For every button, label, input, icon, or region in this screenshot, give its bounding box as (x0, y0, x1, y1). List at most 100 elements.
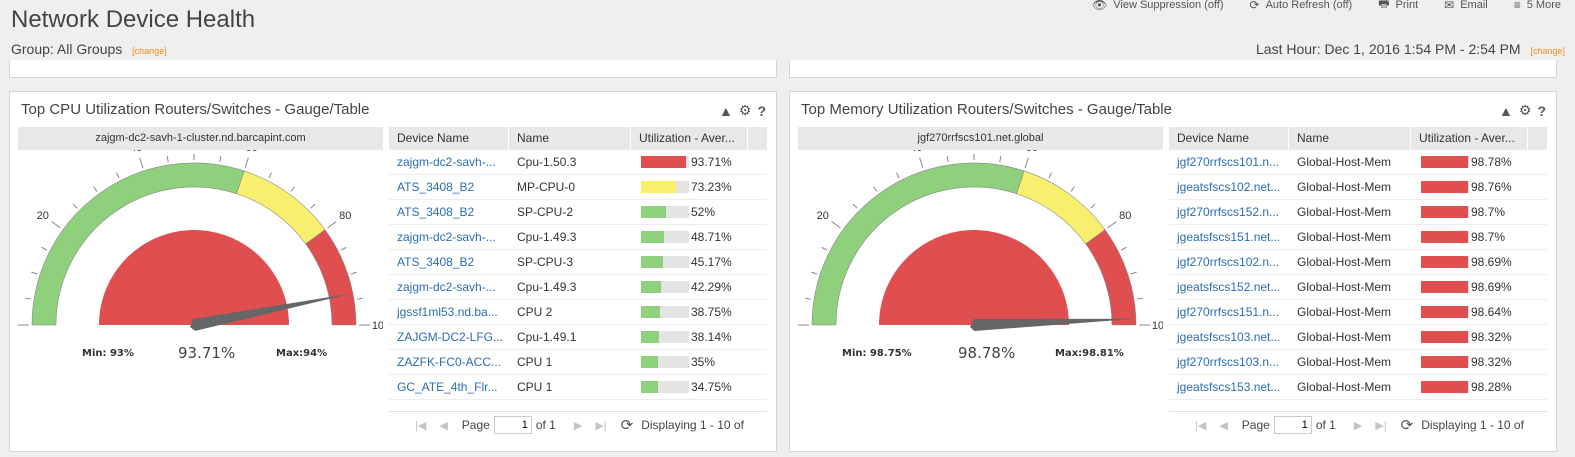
device-link[interactable]: jgeatsfscs103.net... (1169, 325, 1289, 349)
device-link[interactable]: jgeatsfscs152.net... (1169, 275, 1289, 299)
table-row[interactable]: jgf270rrfscs102.n... Global-Host-Mem 98.69… (1169, 250, 1547, 275)
table-row[interactable]: jgf270rrfscs151.n... Global-Host-Mem 98.64… (1169, 300, 1547, 325)
device-name[interactable]: jgssf1ml53.nd.ba... (397, 305, 498, 319)
table-row[interactable]: zajgm-dc2-savh-... Cpu-1.49.3 48.71% (389, 225, 767, 250)
table-header: Device Name Name Utilization - Aver... (389, 127, 767, 150)
device-name[interactable]: jgeatsfscs151.net... (1177, 230, 1281, 244)
gear-icon[interactable]: ⚙ (1518, 102, 1532, 118)
device-link[interactable]: jgf270rrfscs151.n... (1169, 300, 1289, 324)
device-link[interactable]: jgeatsfscs102.net... (1169, 175, 1289, 199)
email-button[interactable]: ✉ Email (1444, 0, 1488, 15)
view-suppression-label: View Suppression (off) (1113, 0, 1224, 11)
table-row[interactable]: ATS_3408_B2 SP-CPU-3 45.17% (389, 250, 767, 275)
device-name[interactable]: jgeatsfscs153.net... (1177, 380, 1281, 394)
device-link[interactable]: jgeatsfscs151.net... (1169, 225, 1289, 249)
table-row[interactable]: jgeatsfscs153.net... Global-Host-Mem 98.28… (1169, 375, 1547, 400)
table-row[interactable]: jgeatsfscs152.net... Global-Host-Mem 98.69… (1169, 275, 1547, 300)
device-link[interactable]: jgf270rrfscs102.n... (1169, 250, 1289, 274)
page-input[interactable] (1273, 416, 1312, 434)
device-name[interactable]: ZAJGM-DC2-LFG... (397, 330, 504, 344)
help-icon[interactable]: ? (757, 102, 766, 119)
column-header-name[interactable]: Name (509, 127, 631, 150)
prev-page-icon[interactable]: ◀ (1219, 419, 1228, 432)
device-link[interactable]: ATS_3408_B2 (389, 175, 509, 199)
table-row[interactable]: ATS_3408_B2 MP-CPU-0 73.23% (389, 175, 767, 200)
device-name[interactable]: jgf270rrfscs103.n... (1177, 355, 1280, 369)
device-link[interactable]: zajgm-dc2-savh-... (389, 275, 509, 299)
device-name[interactable]: ATS_3408_B2 (397, 205, 475, 219)
device-link[interactable]: ATS_3408_B2 (389, 200, 509, 224)
table-row[interactable]: zajgm-dc2-savh-... Cpu-1.49.3 42.29% (389, 275, 767, 300)
device-name[interactable]: jgf270rrfscs102.n... (1177, 255, 1280, 269)
device-name[interactable]: zajgm-dc2-savh-... (397, 280, 496, 294)
device-name[interactable]: zajgm-dc2-savh-... (397, 155, 496, 169)
table-row[interactable]: zajgm-dc2-savh-... Cpu-1.50.3 93.71% (389, 150, 767, 175)
prev-page-icon[interactable]: ◀ (439, 419, 448, 432)
print-button[interactable]: 🖶 Print (1378, 0, 1418, 15)
device-name[interactable]: ZAZFK-FC0-ACC... (397, 355, 501, 369)
column-header-utilization[interactable]: Utilization - Aver... (631, 127, 748, 150)
refresh-icon[interactable]: ⟳ (1400, 417, 1414, 434)
device-link[interactable]: jgf270rrfscs152.n... (1169, 200, 1289, 224)
utilization-value: 38.14% (691, 330, 732, 344)
device-link[interactable]: ZAJGM-DC2-LFG... (389, 325, 509, 349)
group-change-link[interactable]: [change] (132, 46, 167, 56)
table-row[interactable]: jgeatsfscs103.net... Global-Host-Mem 98.32… (1169, 325, 1547, 350)
device-name[interactable]: jgeatsfscs102.net... (1177, 180, 1281, 194)
auto-refresh-button[interactable]: ⟳ Auto Refresh (off) (1250, 0, 1353, 15)
table-row[interactable]: jgeatsfscs151.net... Global-Host-Mem 98.7% (1169, 225, 1547, 250)
device-link[interactable]: jgf270rrfscs103.n... (1169, 350, 1289, 374)
table-row[interactable]: ATS_3408_B2 SP-CPU-2 52% (389, 200, 767, 225)
column-header-name[interactable]: Name (1289, 127, 1411, 150)
gauge-min: Min: 93% (82, 348, 134, 359)
column-header-device[interactable]: Device Name (1169, 127, 1289, 150)
first-page-icon[interactable]: |◀ (415, 419, 427, 432)
device-link[interactable]: zajgm-dc2-savh-... (389, 225, 509, 249)
table-row[interactable]: jgf270rrfscs152.n... Global-Host-Mem 98.7% (1169, 200, 1547, 225)
last-page-icon[interactable]: ▶| (595, 419, 607, 432)
device-link[interactable]: jgssf1ml53.nd.ba... (389, 300, 509, 324)
device-name[interactable]: jgf270rrfscs101.n... (1177, 155, 1280, 169)
more-button[interactable]: ≡ 5 More (1514, 0, 1561, 15)
device-name[interactable]: jgeatsfscs103.net... (1177, 330, 1281, 344)
help-icon[interactable]: ? (1537, 102, 1546, 119)
page-input[interactable] (493, 416, 532, 434)
time-change-link[interactable]: [change] (1530, 46, 1565, 56)
device-link[interactable]: jgeatsfscs153.net... (1169, 375, 1289, 399)
table-row[interactable]: jgf270rrfscs103.n... Global-Host-Mem 98.32… (1169, 350, 1547, 375)
view-suppression-button[interactable]: 👁 View Suppression (off) (1092, 0, 1224, 15)
utilization-cell: 38.75% (631, 300, 748, 324)
column-header-utilization[interactable]: Utilization - Aver... (1411, 127, 1528, 150)
table-row[interactable]: jgf270rrfscs101.n... Global-Host-Mem 98.78… (1169, 150, 1547, 175)
last-page-icon[interactable]: ▶| (1375, 419, 1387, 432)
device-name[interactable]: ATS_3408_B2 (397, 255, 475, 269)
device-link[interactable]: ATS_3408_B2 (389, 250, 509, 274)
table-row[interactable]: ZAZFK-FC0-ACC... CPU 1 35% (389, 350, 767, 375)
device-name[interactable]: jgf270rrfscs152.n... (1177, 205, 1280, 219)
table-row[interactable]: ZAJGM-DC2-LFG... Cpu-1.49.1 38.14% (389, 325, 767, 350)
collapse-icon[interactable]: ▲ (1499, 102, 1513, 119)
collapse-icon[interactable]: ▲ (719, 102, 733, 119)
device-name[interactable]: zajgm-dc2-savh-... (397, 230, 496, 244)
device-link[interactable]: zajgm-dc2-savh-... (389, 150, 509, 174)
table-row[interactable]: jgssf1ml53.nd.ba... CPU 2 38.75% (389, 300, 767, 325)
utilization-value: 34.75% (691, 380, 732, 394)
device-name[interactable]: jgeatsfscs152.net... (1177, 280, 1281, 294)
next-page-icon[interactable]: ▶ (1353, 419, 1363, 432)
table-row[interactable]: jgeatsfscs102.net... Global-Host-Mem 98.76… (1169, 175, 1547, 200)
device-name[interactable]: jgf270rrfscs151.n... (1177, 305, 1280, 319)
utilization-bar-fill (641, 281, 662, 293)
utilization-value: 93.71% (691, 155, 732, 169)
device-link[interactable]: ZAZFK-FC0-ACC... (389, 350, 509, 374)
gear-icon[interactable]: ⚙ (738, 102, 752, 118)
device-name[interactable]: GC_ATE_4th_Flr... (397, 380, 498, 394)
utilization-cell: 73.23% (631, 175, 748, 199)
refresh-icon[interactable]: ⟳ (620, 417, 634, 434)
device-link[interactable]: GC_ATE_4th_Flr... (389, 375, 509, 399)
table-row[interactable]: GC_ATE_4th_Flr... CPU 1 34.75% (389, 375, 767, 400)
device-link[interactable]: jgf270rrfscs101.n... (1169, 150, 1289, 174)
first-page-icon[interactable]: |◀ (1195, 419, 1207, 432)
next-page-icon[interactable]: ▶ (573, 419, 583, 432)
column-header-device[interactable]: Device Name (389, 127, 509, 150)
device-name[interactable]: ATS_3408_B2 (397, 180, 475, 194)
